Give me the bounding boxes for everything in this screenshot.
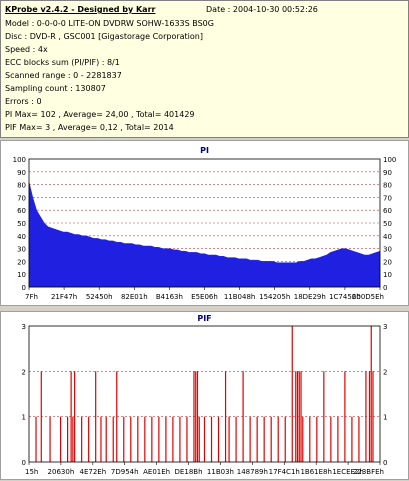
x-tick-label: 21F47h	[51, 293, 77, 301]
x-tick-label: B4163h	[156, 293, 183, 301]
y-tick-label-left: 0	[22, 459, 26, 467]
x-tick-label: 11B03h	[207, 468, 234, 476]
x-tick-label: 7Fh	[25, 293, 38, 301]
y-tick-label-right: 30	[383, 246, 392, 254]
y-tick-label-right: 10	[383, 271, 392, 279]
y-tick-label-right: 0	[383, 284, 387, 292]
y-tick-label-right: 40	[383, 233, 392, 241]
info-pif-summary: PIF Max= 3 , Average= 0,12 , Total= 2014	[5, 123, 174, 132]
chart-title: PIF	[197, 314, 211, 323]
y-tick-label-right: 90	[383, 169, 392, 177]
plot-frame	[28, 325, 381, 463]
x-tick-label: 4E72Eh	[79, 468, 106, 476]
y-tick-label-left: 20	[17, 258, 26, 266]
y-tick-label-right: 0	[383, 459, 387, 467]
y-tick-label-right: 20	[383, 258, 392, 266]
info-pi-summary: PI Max= 102 , Average= 24,00 , Total= 40…	[5, 110, 195, 119]
y-tick-label-left: 1	[22, 414, 26, 422]
x-tick-label: 7D954h	[111, 468, 139, 476]
info-panel: KProbe v2.4.2 - Designed by Karr Date : …	[0, 0, 409, 138]
scan-date: Date : 2004-10-30 00:52:26	[206, 5, 318, 14]
y-tick-label-left: 100	[13, 156, 26, 164]
x-tick-label: 52450h	[86, 293, 113, 301]
x-tick-label: E5E06h	[191, 293, 218, 301]
y-tick-label-right: 2	[383, 368, 387, 376]
x-tick-label: 1C7456h	[329, 293, 361, 301]
x-tick-label: 18DE29h	[294, 293, 326, 301]
y-tick-label-left: 10	[17, 271, 26, 279]
y-tick-label-left: 40	[17, 233, 26, 241]
chart-title: PI	[200, 146, 209, 155]
pi-series-area	[28, 181, 381, 288]
x-tick-label: 223BFEh	[353, 468, 384, 476]
x-tick-label: 148789h	[237, 468, 268, 476]
y-tick-label-right: 3	[383, 323, 387, 331]
info-model: Model : 0-0-0-0 LITE-ON DVDRW SOHW-1633S…	[5, 19, 214, 28]
info-ecc: ECC blocks sum (PI/PIF) : 8/1	[5, 58, 120, 67]
pif-chart: PIF 0 0 1 1 2 2 3 3 15h 20630h 4E72Eh 7D954h AE01Eh DE…	[22, 314, 388, 476]
x-tick-label: 1ECEE2h	[332, 468, 364, 476]
pi-chart-panel: PI 0 0 10 10 20 20 30 30 40 40 50 50 60 60 70 70 80 80 90 90…	[0, 140, 409, 306]
y-tick-label-right: 70	[383, 194, 392, 202]
y-tick-label-right: 60	[383, 207, 392, 215]
y-tick-label-left: 0	[22, 284, 26, 292]
info-speed: Speed : 4x	[5, 45, 48, 54]
y-tick-label-left: 70	[17, 194, 26, 202]
pif-chart-panel: PIF 0 0 1 1 2 2 3 3 15h 20630h 4E72Eh 7D954h AE01Eh DE…	[0, 311, 409, 480]
x-tick-label: 20630h	[48, 468, 75, 476]
x-tick-label: DE18Bh	[175, 468, 203, 476]
info-sampling: Sampling count : 130807	[5, 84, 106, 93]
info-errors: Errors : 0	[5, 97, 42, 106]
x-tick-label: 11B048h	[224, 293, 256, 301]
x-tick-label: 200D5Eh	[352, 293, 384, 301]
y-tick-label-left: 2	[22, 368, 26, 376]
x-tick-label: 82E01h	[121, 293, 148, 301]
x-tick-label: 1B61E8h	[300, 468, 331, 476]
info-disc: Disc : DVD-R , GSC001 [Gigastorage Corpo…	[5, 32, 203, 41]
y-tick-label-left: 60	[17, 207, 26, 215]
x-tick-label: 154205h	[259, 293, 290, 301]
y-tick-label-right: 100	[383, 156, 396, 164]
y-tick-label-right: 50	[383, 220, 392, 228]
x-tick-label: 17F4C1h	[269, 468, 300, 476]
info-range: Scanned range : 0 - 2281837	[5, 71, 122, 80]
y-tick-label-left: 80	[17, 182, 26, 190]
y-tick-label-left: 3	[22, 323, 26, 331]
y-tick-label-right: 80	[383, 182, 392, 190]
x-tick-label: AE01Eh	[143, 468, 170, 476]
y-tick-label-right: 1	[383, 414, 387, 422]
app-title: KProbe v2.4.2 - Designed by Karr	[5, 5, 156, 14]
y-tick-label-left: 30	[17, 246, 26, 254]
x-tick-label: 15h	[25, 468, 38, 476]
y-tick-label-left: 90	[17, 169, 26, 177]
y-tick-label-left: 50	[17, 220, 26, 228]
pi-chart: PI 0 0 10 10 20 20 30 30 40 40 50 50 60 60 70 70 80 80 90 90…	[13, 146, 397, 301]
